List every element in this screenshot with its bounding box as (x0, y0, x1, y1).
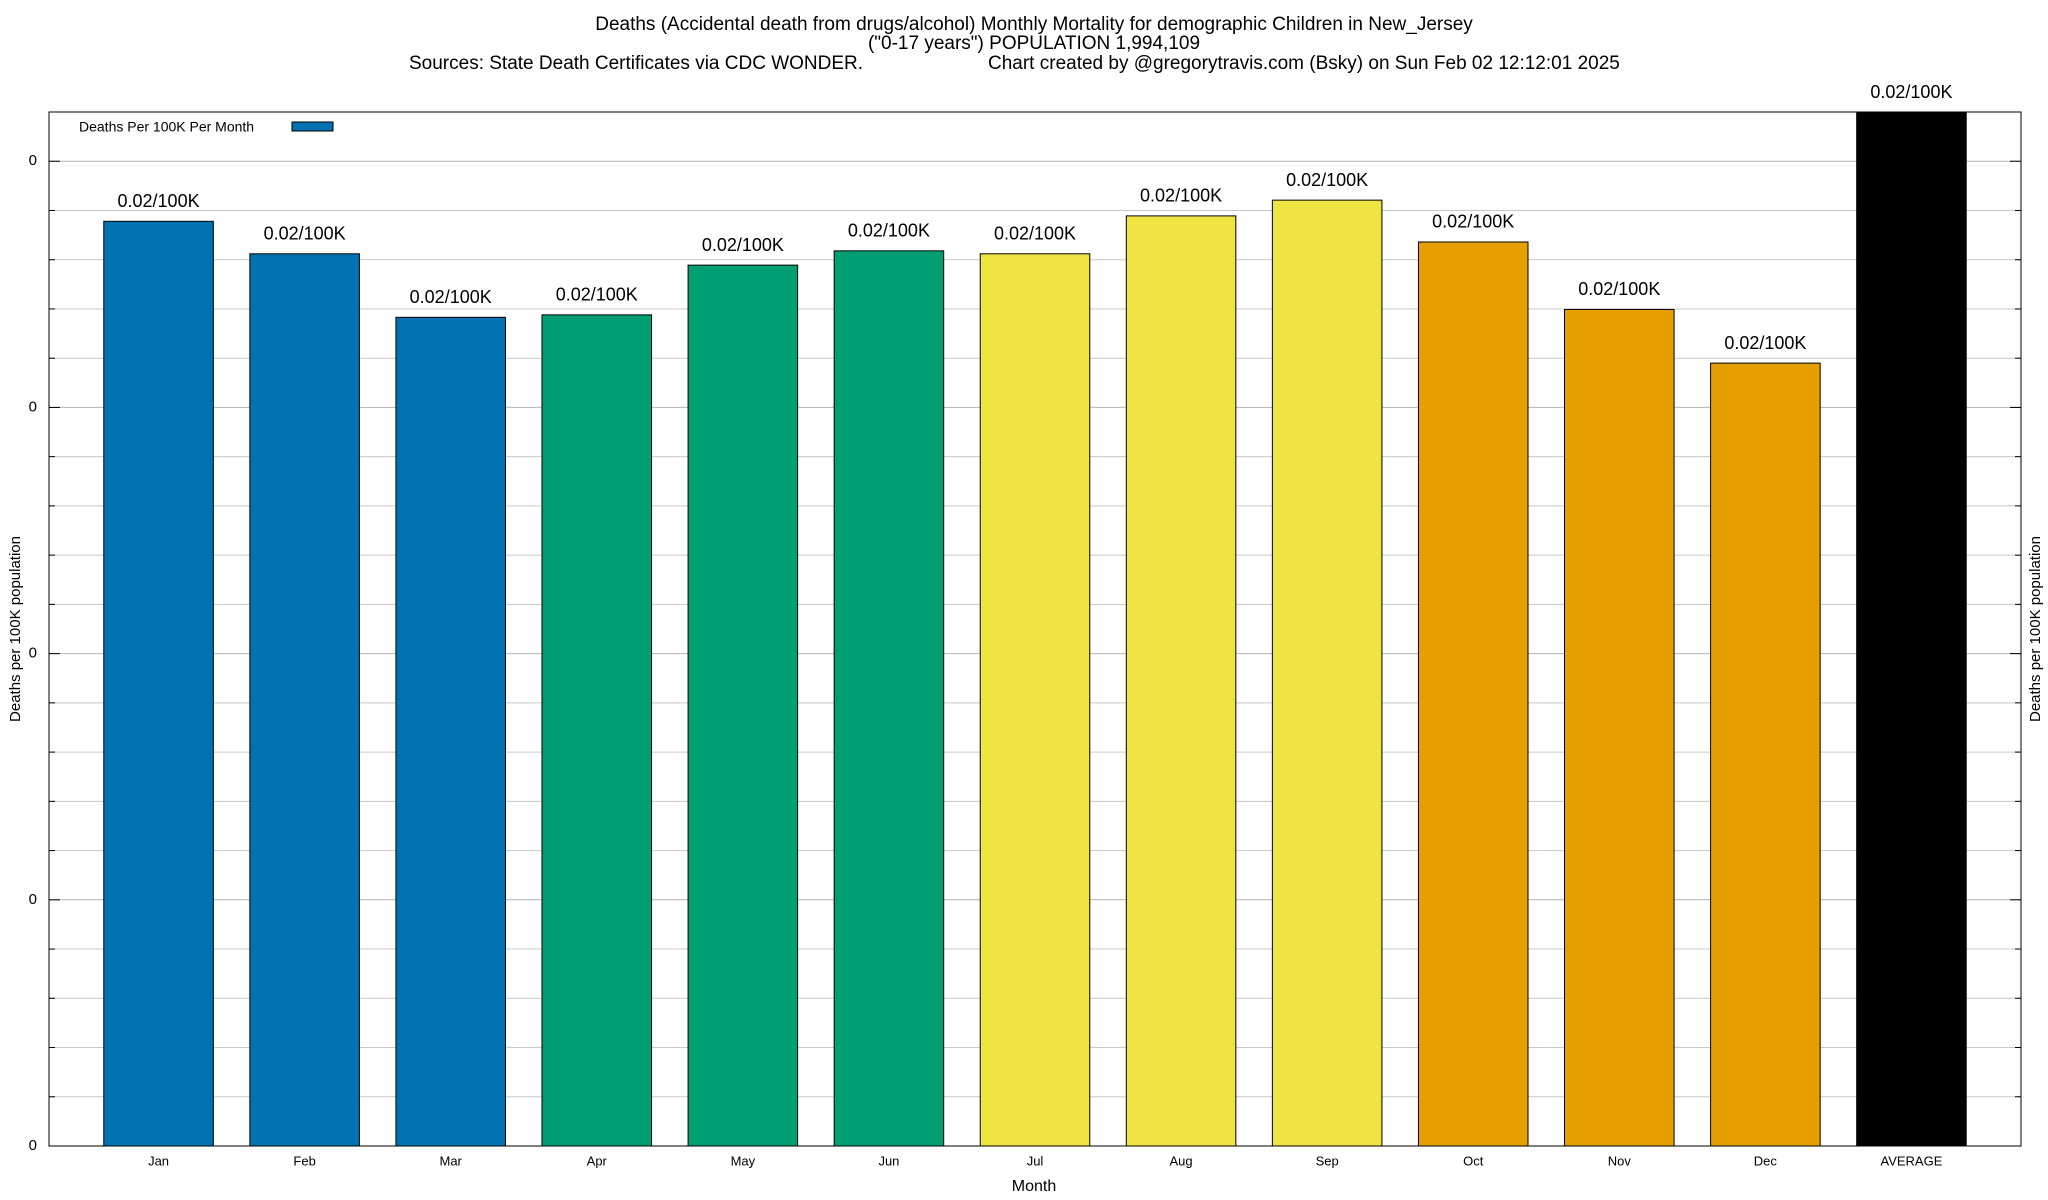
bar (1710, 362, 1821, 1147)
data-label: 0.02/100K (994, 224, 1076, 244)
data-label: 0.02/100K (1286, 170, 1368, 190)
x-tick-label: Jun (878, 1153, 899, 1168)
bar (1564, 308, 1675, 1147)
data-label: 0.02/100K (264, 224, 346, 244)
y-tick-label: 0 (29, 891, 37, 908)
sources: Sources: State Death Certificates via CD… (409, 53, 863, 74)
x-tick-label: Oct (1463, 1153, 1484, 1168)
bar (395, 316, 506, 1147)
bar (1856, 111, 1967, 1147)
y-tick-label: 0 (29, 1137, 37, 1154)
data-label: 0.02/100K (1870, 82, 1952, 102)
plot-frame (48, 111, 2022, 1147)
x-tick-label: Mar (440, 1153, 463, 1168)
bar (103, 220, 214, 1147)
data-label: 0.02/100K (848, 221, 930, 241)
x-tick-label: AVERAGE (1880, 1153, 1942, 1168)
credit: Chart created by @gregorytravis.com (Bsk… (988, 53, 1620, 74)
bar (687, 264, 799, 1147)
bar (249, 253, 360, 1147)
x-tick-label: May (731, 1153, 756, 1168)
data-label: 0.02/100K (1432, 212, 1514, 232)
data-label: 0.02/100K (410, 287, 492, 307)
bar (1417, 241, 1529, 1147)
data-label: 0.02/100K (118, 191, 200, 211)
bar (833, 250, 945, 1147)
x-tick-label: Jan (148, 1153, 169, 1168)
data-label: 0.02/100K (702, 235, 784, 255)
x-tick-label: Feb (293, 1153, 315, 1168)
chart-subtitle: ("0-17 years") POPULATION 1,994,109 (868, 33, 1200, 54)
y2-axis-label: Deaths per 100K population (2027, 536, 2044, 722)
y-axis-label: Deaths per 100K population (7, 536, 24, 722)
x-tick-label: Nov (1608, 1153, 1632, 1168)
legend-label: Deaths Per 100K Per Month (79, 119, 254, 135)
bar (1271, 199, 1383, 1147)
data-label: 0.02/100K (1724, 333, 1806, 353)
x-tick-label: Jul (1027, 1153, 1044, 1168)
y-tick-label: 0 (29, 645, 37, 662)
y-tick-label: 0 (29, 152, 37, 169)
x-tick-label: Aug (1170, 1153, 1193, 1168)
x-tick-label: Dec (1754, 1153, 1778, 1168)
data-label: 0.02/100K (1140, 186, 1222, 206)
x-tick-label: Apr (587, 1153, 608, 1168)
x-tick-label: Sep (1316, 1153, 1339, 1168)
bar (541, 314, 653, 1147)
data-label: 0.02/100K (556, 285, 638, 305)
chart-title: Deaths (Accidental death from drugs/alco… (595, 14, 1473, 35)
y-tick-label: 0 (29, 398, 37, 415)
x-axis-label: Month (1012, 1178, 1056, 1195)
data-label: 0.02/100K (1578, 279, 1660, 299)
bar (979, 253, 1091, 1147)
bar (1125, 215, 1237, 1147)
legend-swatch (291, 121, 334, 132)
